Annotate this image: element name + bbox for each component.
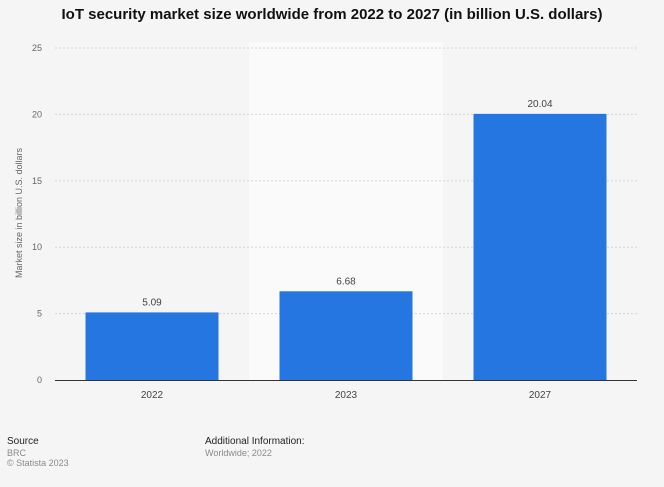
- bar-chart: 0 5 10 15 20 25 5.09 6.68 20.04 2022 2023 2027 Ma…: [14, 42, 637, 401]
- bars: 5.09 6.68 20.04: [85, 99, 607, 380]
- bar-2022[interactable]: [85, 312, 219, 380]
- data-label-2023: 6.68: [336, 276, 356, 287]
- data-label-2022: 5.09: [142, 297, 162, 308]
- y-tick-label: 0: [37, 375, 42, 385]
- y-tick-label: 5: [37, 309, 42, 319]
- y-tick-label: 25: [32, 43, 42, 53]
- x-tick-label: 2027: [529, 390, 552, 401]
- y-axis-ticks: 0 5 10 15 20 25: [32, 43, 42, 385]
- footer-additional-info: Additional Information: Worldwide; 2022: [205, 436, 305, 458]
- x-tick-label: 2023: [335, 390, 358, 401]
- copyright[interactable]: © Statista 2023: [7, 458, 69, 468]
- footer-source: Source BRC © Statista 2023: [7, 436, 69, 469]
- y-tick-label: 20: [32, 109, 42, 119]
- x-tick-label: 2022: [141, 390, 164, 401]
- bar-2023[interactable]: [279, 291, 413, 380]
- info-text: Worldwide; 2022: [205, 447, 272, 458]
- info-heading: Additional Information:: [205, 436, 305, 447]
- source-heading: Source: [7, 436, 39, 447]
- bar-2027[interactable]: [473, 113, 607, 380]
- y-axis-label: Market size in billion U.S. dollars: [14, 147, 24, 278]
- x-axis-ticks: 2022 2023 2027: [141, 390, 552, 401]
- source-name[interactable]: BRC: [7, 447, 27, 458]
- data-label-2027: 20.04: [527, 99, 552, 110]
- chart-title: IoT security market size worldwide from …: [61, 6, 603, 23]
- y-tick-label: 10: [32, 242, 42, 252]
- y-tick-label: 15: [32, 176, 42, 186]
